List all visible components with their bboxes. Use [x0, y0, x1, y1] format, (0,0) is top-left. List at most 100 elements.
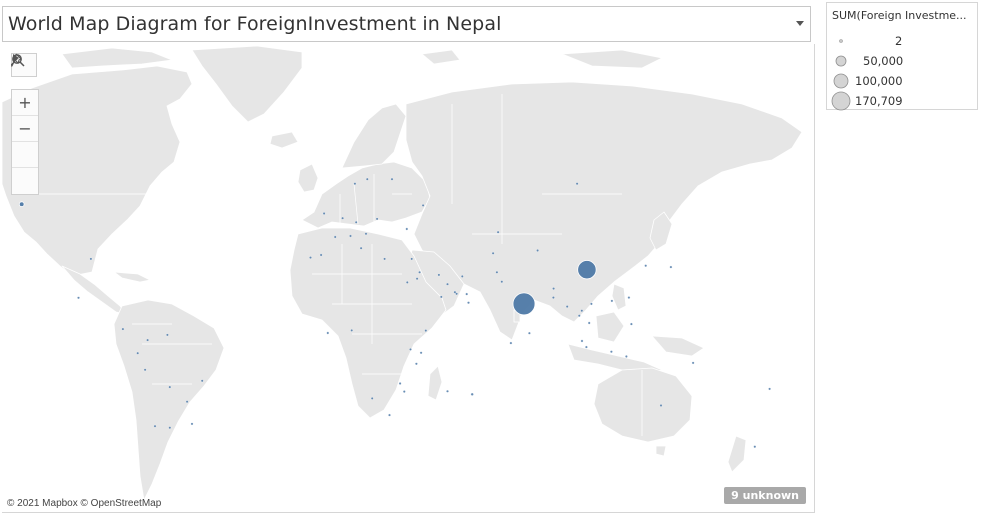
- investment-marker[interactable]: [200, 379, 204, 383]
- investment-marker[interactable]: [455, 292, 458, 296]
- investment-marker[interactable]: [419, 351, 423, 355]
- investment-marker[interactable]: [350, 329, 354, 332]
- investment-marker[interactable]: [625, 355, 628, 358]
- investment-marker[interactable]: [552, 287, 555, 290]
- investment-marker[interactable]: [644, 264, 648, 268]
- investment-marker[interactable]: [402, 390, 406, 393]
- unknown-locations-badge[interactable]: 9 unknown: [724, 487, 806, 504]
- investment-marker[interactable]: [398, 382, 402, 385]
- investment-marker[interactable]: [610, 299, 614, 303]
- investment-marker[interactable]: [590, 302, 593, 306]
- investment-marker[interactable]: [359, 246, 363, 250]
- investment-marker[interactable]: [354, 220, 358, 224]
- investment-marker[interactable]: [753, 445, 757, 449]
- investment-marker[interactable]: [341, 216, 344, 220]
- investment-marker[interactable]: [439, 295, 443, 299]
- investment-marker[interactable]: [424, 329, 428, 332]
- investment-marker[interactable]: [168, 426, 172, 430]
- investment-marker[interactable]: [388, 413, 391, 417]
- investment-marker[interactable]: [577, 260, 597, 280]
- investment-marker[interactable]: [491, 251, 495, 255]
- investment-marker[interactable]: [333, 235, 337, 239]
- investment-marker[interactable]: [153, 424, 157, 428]
- investment-marker[interactable]: [446, 282, 449, 286]
- title-dropdown[interactable]: World Map Diagram for ForeignInvestment …: [2, 6, 811, 42]
- investment-marker[interactable]: [409, 348, 412, 351]
- investment-marker[interactable]: [415, 277, 419, 281]
- investment-marker[interactable]: [453, 290, 457, 294]
- investment-marker[interactable]: [353, 182, 357, 186]
- investment-marker[interactable]: [610, 350, 613, 354]
- investment-marker[interactable]: [580, 309, 584, 313]
- investment-marker[interactable]: [405, 227, 409, 231]
- investment-marker[interactable]: [565, 305, 569, 308]
- investment-marker[interactable]: [470, 392, 474, 396]
- investment-marker[interactable]: [630, 322, 633, 326]
- investment-marker[interactable]: [446, 389, 449, 393]
- investment-marker[interactable]: [146, 338, 149, 342]
- investment-marker[interactable]: [370, 397, 374, 400]
- investment-marker[interactable]: [495, 270, 499, 274]
- investment-marker[interactable]: [136, 351, 140, 355]
- investment-marker[interactable]: [390, 177, 394, 181]
- investment-marker[interactable]: [415, 362, 418, 366]
- investment-marker[interactable]: [536, 249, 539, 252]
- investment-marker[interactable]: [77, 296, 80, 300]
- investment-marker[interactable]: [659, 404, 663, 407]
- zoom-in-button[interactable]: +: [12, 90, 38, 116]
- investment-marker[interactable]: [364, 232, 368, 236]
- investment-marker[interactable]: [528, 331, 531, 335]
- legend-item[interactable]: 50,000: [827, 51, 977, 71]
- investment-marker[interactable]: [143, 368, 147, 372]
- investment-marker[interactable]: [512, 292, 536, 316]
- investment-marker[interactable]: [405, 281, 409, 284]
- investment-marker[interactable]: [375, 217, 379, 221]
- investment-marker[interactable]: [168, 385, 172, 389]
- investment-marker[interactable]: [322, 212, 326, 215]
- investment-marker[interactable]: [460, 275, 464, 278]
- map-attribution[interactable]: © 2021 Mapbox © OpenStreetMap: [7, 498, 162, 509]
- chevron-down-icon[interactable]: [796, 21, 804, 26]
- investment-marker[interactable]: [691, 361, 695, 365]
- investment-marker[interactable]: [326, 331, 330, 335]
- investment-marker[interactable]: [465, 292, 469, 296]
- investment-marker[interactable]: [365, 177, 369, 181]
- investment-marker[interactable]: [500, 280, 504, 284]
- legend-item[interactable]: 100,000: [827, 71, 977, 91]
- world-map[interactable]: + − © 2021 Mapbox © OpenStreetMap 9 unkn…: [2, 44, 815, 513]
- investment-marker[interactable]: [349, 234, 352, 238]
- investment-marker[interactable]: [418, 270, 421, 274]
- investment-marker[interactable]: [309, 256, 312, 259]
- zoom-out-button[interactable]: −: [12, 116, 38, 142]
- investment-marker[interactable]: [319, 253, 323, 257]
- legend-item[interactable]: 2: [827, 31, 977, 51]
- legend-item[interactable]: 170,709: [827, 91, 977, 111]
- investment-marker[interactable]: [18, 201, 25, 207]
- investment-marker[interactable]: [410, 257, 414, 261]
- investment-marker[interactable]: [496, 230, 500, 234]
- investment-marker[interactable]: [577, 314, 581, 318]
- investment-marker[interactable]: [575, 182, 579, 186]
- investment-marker[interactable]: [669, 265, 673, 269]
- investment-marker[interactable]: [166, 333, 169, 337]
- investment-marker[interactable]: [383, 257, 386, 261]
- investment-marker[interactable]: [587, 321, 591, 325]
- investment-marker[interactable]: [585, 345, 588, 349]
- pin-button[interactable]: [11, 53, 38, 168]
- investment-marker[interactable]: [190, 422, 194, 426]
- investment-marker[interactable]: [121, 327, 125, 331]
- investment-marker[interactable]: [421, 204, 425, 207]
- investment-marker[interactable]: [437, 273, 441, 277]
- investment-marker[interactable]: [627, 296, 631, 299]
- investment-marker[interactable]: [185, 400, 189, 404]
- border-line: [312, 244, 422, 375]
- investment-marker[interactable]: [552, 296, 555, 299]
- investment-marker[interactable]: [580, 339, 584, 343]
- investment-marker[interactable]: [467, 301, 470, 305]
- expand-toolbar-button[interactable]: [12, 54, 38, 194]
- investment-marker[interactable]: [509, 341, 513, 345]
- map-canvas[interactable]: [2, 44, 814, 512]
- search-button[interactable]: [11, 53, 37, 77]
- investment-marker[interactable]: [768, 387, 771, 391]
- investment-marker[interactable]: [89, 257, 93, 261]
